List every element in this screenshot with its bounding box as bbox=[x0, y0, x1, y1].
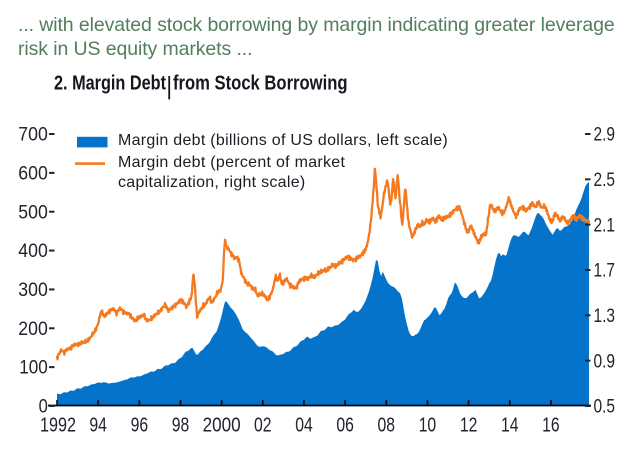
svg-text:2000: 2000 bbox=[203, 415, 241, 437]
svg-text:0.9: 0.9 bbox=[594, 350, 616, 372]
svg-text:02: 02 bbox=[254, 415, 272, 437]
svg-text:400: 400 bbox=[18, 240, 48, 262]
svg-text:from Stock Borrowing: from Stock Borrowing bbox=[173, 73, 348, 95]
svg-text:200: 200 bbox=[18, 318, 48, 340]
svg-text:600: 600 bbox=[18, 162, 48, 184]
svg-text:04: 04 bbox=[295, 415, 313, 437]
svg-text:08: 08 bbox=[378, 415, 396, 437]
svg-text:2.1: 2.1 bbox=[594, 214, 616, 236]
svg-text:96: 96 bbox=[131, 415, 149, 437]
svg-text:06: 06 bbox=[336, 415, 354, 437]
svg-text:16: 16 bbox=[542, 415, 560, 437]
svg-text:1992: 1992 bbox=[40, 415, 76, 437]
svg-text:94: 94 bbox=[89, 415, 107, 437]
svg-text:2.9: 2.9 bbox=[594, 124, 616, 146]
svg-text:98: 98 bbox=[172, 415, 190, 437]
svg-text:14: 14 bbox=[501, 415, 519, 437]
svg-text:12: 12 bbox=[460, 415, 478, 437]
svg-text:100: 100 bbox=[19, 357, 48, 379]
svg-text:500: 500 bbox=[18, 201, 48, 223]
svg-text:10: 10 bbox=[419, 415, 437, 437]
svg-text:1.7: 1.7 bbox=[594, 260, 616, 282]
svg-text:300: 300 bbox=[18, 279, 48, 301]
svg-text:1.3: 1.3 bbox=[594, 305, 616, 327]
svg-text:700: 700 bbox=[18, 124, 48, 146]
svg-text:0.5: 0.5 bbox=[594, 396, 616, 418]
svg-text:0: 0 bbox=[39, 396, 48, 418]
svg-text:2.5: 2.5 bbox=[594, 169, 616, 191]
svg-text:2. Margin Debt: 2. Margin Debt bbox=[54, 73, 166, 95]
